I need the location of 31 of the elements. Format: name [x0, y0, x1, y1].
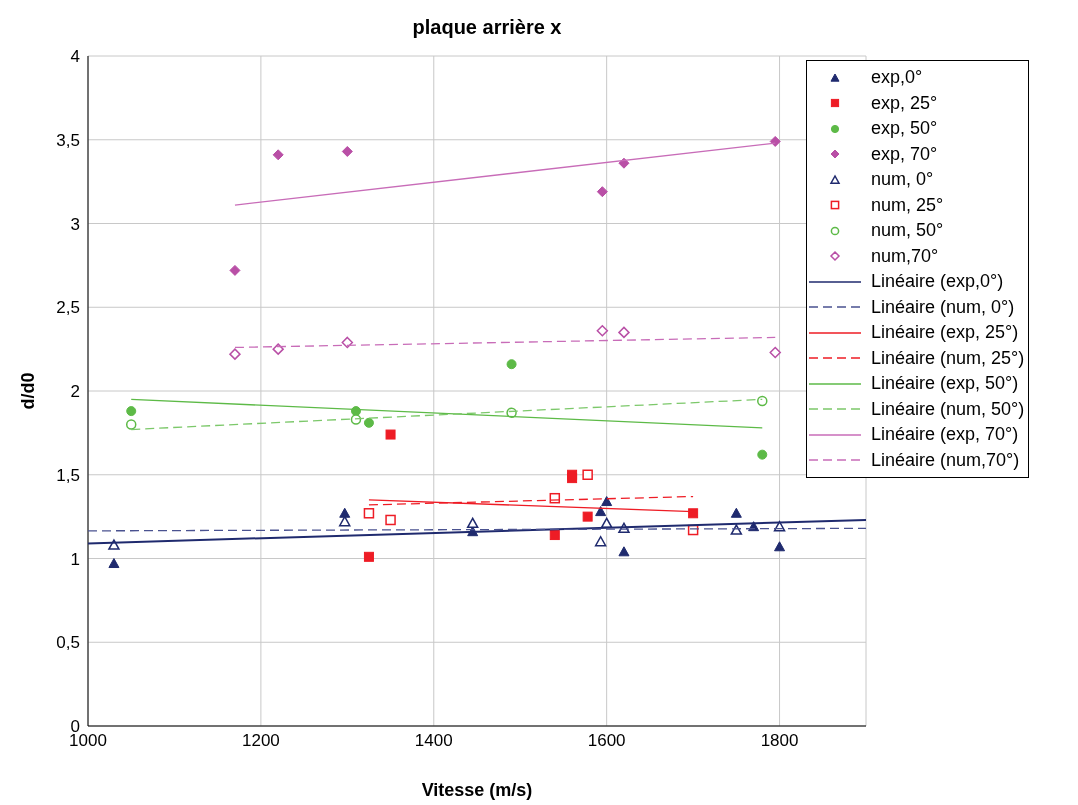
legend-label: exp, 25°	[871, 92, 938, 114]
y-tick-label: 4	[70, 47, 80, 67]
chart-title: plaque arrière x	[411, 16, 563, 39]
legend-label: Linéaire (exp, 70°)	[871, 424, 1019, 446]
legend-label: Linéaire (num,70°)	[871, 449, 1020, 471]
y-tick-label: 0,5	[56, 633, 80, 653]
x-tick-label: 1400	[414, 731, 453, 751]
x-tick-label: 1800	[760, 731, 799, 751]
legend-label: Linéaire (exp,0°)	[871, 271, 1004, 293]
x-tick-label: 1600	[587, 731, 626, 751]
y-tick-label: 1,5	[56, 465, 80, 485]
x-axis-title: Vitesse (m/s)	[421, 780, 533, 800]
y-tick-label: 3	[70, 214, 80, 234]
legend-label: exp,0°	[871, 67, 923, 89]
legend-label: num,70°	[871, 245, 939, 267]
legend-label: Linéaire (num, 25°)	[871, 347, 1025, 369]
y-axis-title: d/d0	[18, 372, 39, 410]
legend-label: exp, 50°	[871, 118, 938, 140]
legend-label: num, 25°	[871, 194, 944, 216]
legend-label: Linéaire (num, 0°)	[871, 296, 1015, 318]
x-tick-label: 1200	[241, 731, 280, 751]
legend-label: num, 0°	[871, 169, 934, 191]
y-tick-label: 1	[70, 549, 80, 569]
y-tick-label: 2,5	[56, 298, 80, 318]
legend-label: Linéaire (num, 50°)	[871, 398, 1025, 420]
legend-label: num, 50°	[871, 220, 944, 242]
legend-label: Linéaire (exp, 50°)	[871, 373, 1019, 395]
legend-label: Linéaire (exp, 25°)	[871, 322, 1019, 344]
y-tick-label: 2	[70, 382, 80, 402]
legend-label: exp, 70°	[871, 143, 938, 165]
y-tick-label: 3,5	[56, 130, 80, 150]
